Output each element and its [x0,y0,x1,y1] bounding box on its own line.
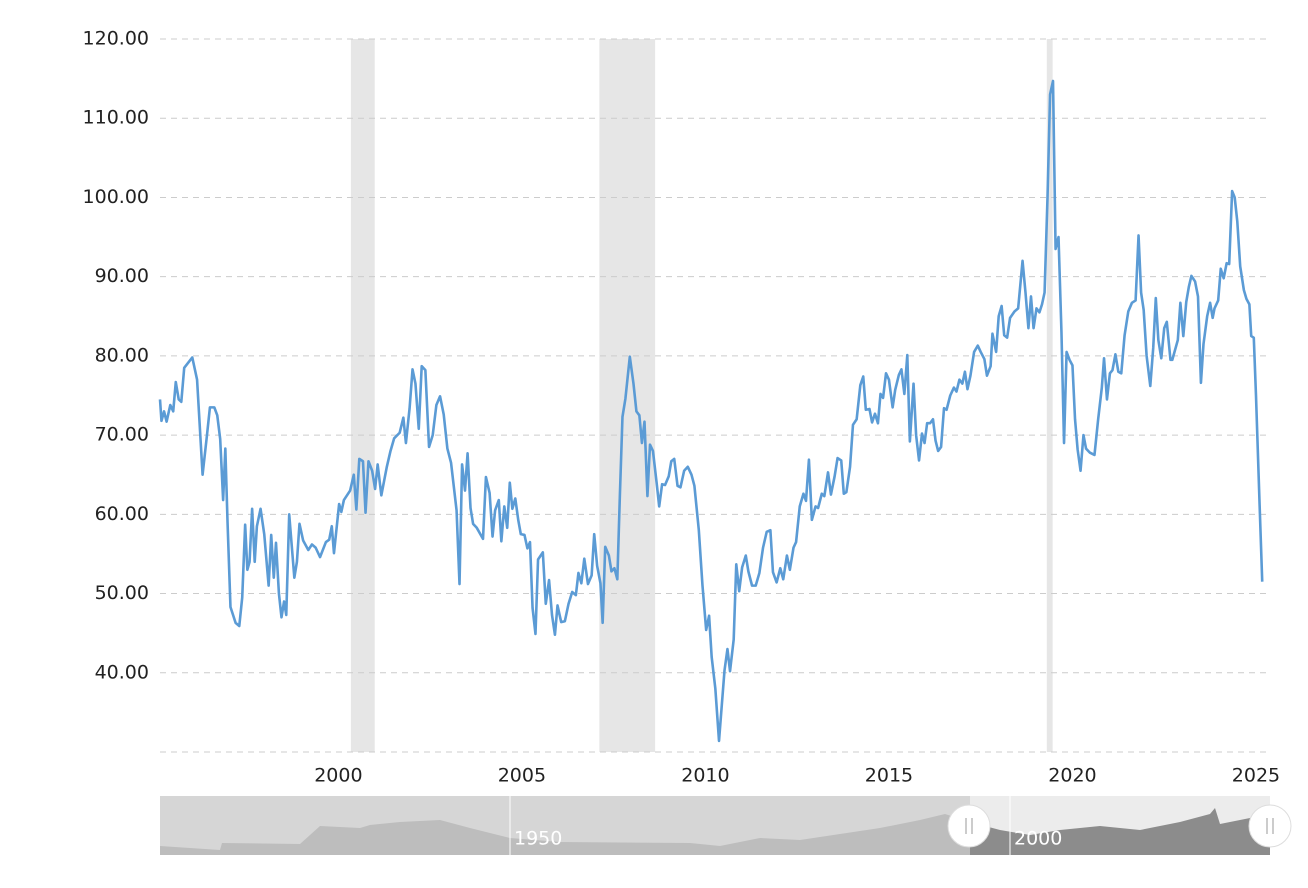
y-tick-label: 90.00 [95,265,149,287]
navigator: 1950 2000 [160,796,1292,855]
recession-bands [350,39,1053,752]
plot [158,79,1264,743]
y-tick-label: 80.00 [95,344,149,366]
handle-grip [1266,818,1274,834]
x-tick-label: 2010 [681,765,729,787]
y-tick-label: 40.00 [95,661,149,683]
x-tick-label: 2005 [498,765,546,787]
navigator-label: 2000 [1014,828,1062,850]
x-tick-label: 2000 [314,765,362,787]
x-tick-label: 2020 [1048,765,1096,787]
navigator-area [160,814,970,855]
navigator-handle[interactable] [947,804,991,848]
navigator-handle[interactable] [1248,804,1292,848]
grid: 40.00 50.00 60.00 70.00 80.00 90.00 100.00 110.… [83,28,1281,787]
x-tick-label: 2015 [865,765,913,787]
y-tick-label: 70.00 [95,424,149,446]
y-tick-label: 100.00 [83,186,149,208]
handle-grip [965,818,973,834]
recession-band [1046,39,1053,752]
recession-band [599,39,656,752]
navigator-label: 1950 [514,828,562,850]
y-tick-label: 50.00 [95,582,149,604]
y-tick-label: 120.00 [83,28,149,50]
line [158,79,1264,743]
y-tick-label: 110.00 [83,107,149,129]
recession-band [350,39,375,752]
x-tick-label: 2025 [1232,765,1280,787]
navigator-area-selected [970,808,1270,855]
y-tick-label: 60.00 [95,503,149,525]
